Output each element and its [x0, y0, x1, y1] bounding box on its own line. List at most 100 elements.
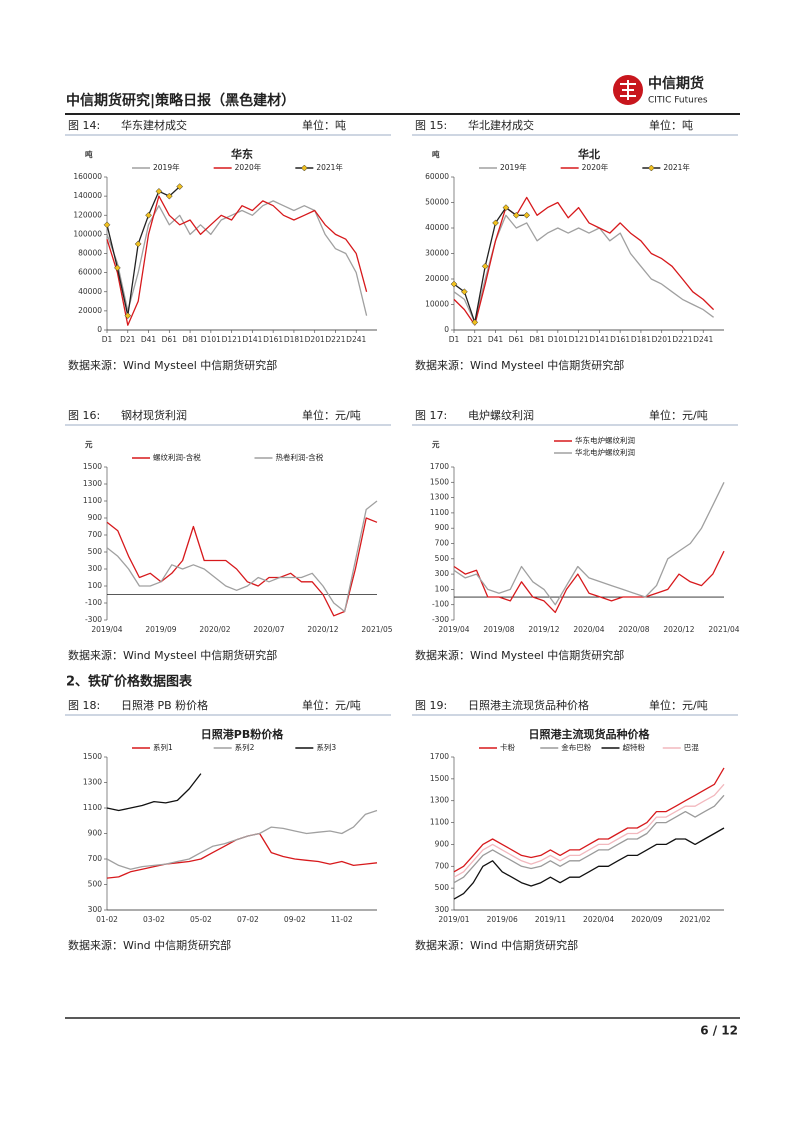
y-tick-label: 900 [88, 829, 103, 838]
figure-label: 图 19: [415, 699, 447, 712]
y-tick-label: 160000 [73, 172, 102, 181]
y-tick-label: 100 [88, 581, 103, 590]
x-tick-label: 2019/01 [438, 915, 469, 924]
y-tick-label: 80000 [78, 249, 102, 258]
chart: 日照港主流现货品种价格 300 500 700 900 1100 1300 1500 1700 2… [430, 727, 725, 924]
y-tick-label: 140000 [73, 191, 102, 200]
y-tick-label: 300 [88, 564, 103, 573]
chart: 华东 吨 0 20000 40000 60000 80000 100000 120000 1400… [73, 147, 377, 344]
series-line [106, 517, 378, 617]
figure-source: 数据来源：Wind Mysteel 中信期货研究部 [415, 358, 624, 372]
x-tick-label: D41 [488, 335, 504, 344]
x-tick-label: 2019/06 [487, 915, 518, 924]
x-tick-label: 2021/02 [679, 915, 710, 924]
legend-label: 金布巴粉 [561, 742, 591, 752]
y-tick-label: 0 [444, 325, 449, 334]
y-tick-label: 900 [435, 839, 450, 848]
legend-label: 系列3 [316, 742, 336, 752]
legend-label: 系列2 [235, 742, 255, 752]
x-tick-label: 05-02 [190, 915, 212, 924]
series-line [106, 809, 378, 870]
y-tick-label: 30000 [425, 249, 449, 258]
legend-label: 华东电炉螺纹利润 [575, 435, 635, 445]
logo-cn: 中信期货 [648, 75, 704, 92]
figure-unit: 单位：元/吨 [302, 408, 361, 422]
series-marker [103, 221, 111, 229]
y-tick-label: 10000 [425, 300, 449, 309]
y-tick-label: 20000 [425, 274, 449, 283]
y-tick-label: 900 [435, 523, 450, 532]
figure-source: 数据来源：Wind Mysteel 中信期货研究部 [415, 648, 624, 662]
section-title: 2、铁矿价格数据图表 [66, 674, 193, 690]
chart: 元 -300 -100 100 300 500 700 900 1100 1300 1500 1700… [430, 435, 740, 634]
y-axis-label: 吨 [85, 149, 93, 159]
series-marker [165, 192, 173, 200]
series-marker [523, 211, 531, 219]
x-tick-label: 2019/09 [145, 625, 176, 634]
figure-label: 图 18: [68, 699, 100, 712]
x-tick-label: 03-02 [143, 915, 165, 924]
chart: 日照港PB粉价格 300 500 700 900 1100 1300 1500 01-02 03-… [83, 727, 378, 924]
x-tick-label: D1 [102, 335, 113, 344]
x-tick-label: D61 [509, 335, 525, 344]
y-tick-label: 300 [435, 905, 450, 914]
figure-unit: 单位：元/吨 [302, 698, 361, 712]
series-line [106, 832, 378, 879]
x-tick-label: D241 [346, 335, 366, 344]
x-tick-label: 2019/04 [91, 625, 122, 634]
figure-title: 华东建材成交 [121, 118, 187, 132]
figure-title: 华北建材成交 [468, 118, 534, 132]
x-tick-label: D41 [141, 335, 157, 344]
series-marker [461, 288, 468, 296]
x-tick-label: 2020/07 [253, 625, 284, 634]
chart-title: 华东 [231, 147, 253, 161]
x-tick-label: 2020/09 [631, 915, 662, 924]
y-axis-label: 元 [432, 440, 440, 449]
legend-label: 2021年 [663, 162, 690, 172]
chart-title: 日照港主流现货品种价格 [529, 727, 651, 741]
x-tick-label: 2019/12 [528, 625, 559, 634]
legend-label: 2021年 [316, 162, 343, 172]
x-tick-label: 09-02 [284, 915, 306, 924]
legend-label: 华北电炉螺纹利润 [575, 447, 635, 457]
series-marker [450, 280, 458, 288]
series-line [106, 773, 202, 812]
y-tick-label: 700 [88, 530, 103, 539]
series-line [453, 550, 725, 614]
x-tick-label: D81 [182, 335, 198, 344]
x-tick-label: D181 [284, 335, 304, 344]
figure-source: 数据来源：Wind 中信期货研究部 [68, 938, 231, 952]
y-tick-label: 1500 [83, 462, 102, 471]
y-tick-label: -300 [432, 615, 449, 624]
figure-source: 数据来源：Wind Mysteel 中信期货研究部 [68, 358, 277, 372]
y-tick-label: 100 [435, 584, 450, 593]
figure-label: 图 16: [68, 409, 100, 422]
y-tick-label: 700 [435, 539, 450, 548]
x-tick-label: 2020/12 [663, 625, 694, 634]
x-tick-label: D221 [672, 335, 692, 344]
y-tick-label: 1300 [83, 778, 102, 787]
x-tick-label: 2019/11 [535, 915, 566, 924]
x-tick-label: D181 [631, 335, 651, 344]
y-axis-label: 元 [85, 440, 93, 449]
legend-label: 超特粉 [623, 742, 646, 752]
y-tick-label: 1100 [83, 803, 102, 812]
y-tick-label: 900 [88, 513, 103, 522]
figure-unit: 单位：吨 [302, 118, 346, 132]
x-tick-label: 2020/02 [199, 625, 230, 634]
y-tick-label: 40000 [78, 287, 102, 296]
x-tick-label: 2020/04 [573, 625, 604, 634]
y-tick-label: 1500 [83, 752, 102, 761]
figure-source: 数据来源：Wind 中信期货研究部 [415, 938, 578, 952]
y-tick-label: 500 [435, 554, 450, 563]
chart-title: 华北 [578, 147, 600, 161]
logo-glyph [620, 80, 636, 100]
figure-title: 电炉螺纹利润 [468, 408, 534, 422]
y-tick-label: 50000 [425, 198, 449, 207]
x-tick-label: D161 [263, 335, 283, 344]
series-line [453, 196, 715, 326]
x-tick-label: 2020/12 [307, 625, 338, 634]
logo: 中信期货 CITIC Futures [613, 75, 708, 106]
x-tick-label: D61 [162, 335, 178, 344]
